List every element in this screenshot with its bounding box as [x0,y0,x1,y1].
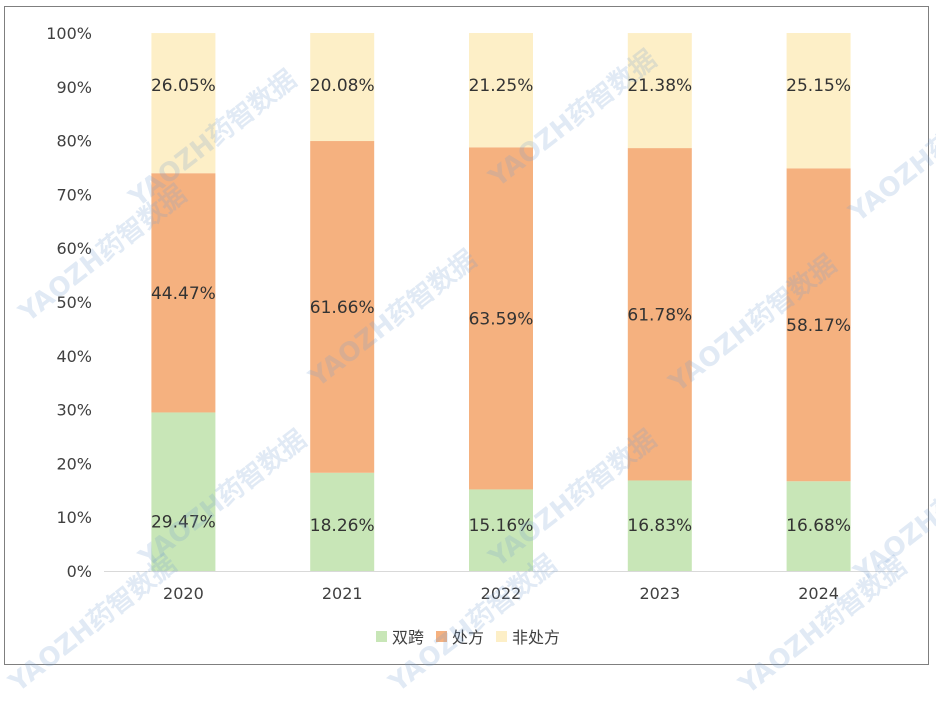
bar-segment-3 [627,33,692,149]
legend-label: 非处方 [512,628,561,647]
bar-segment-1 [310,472,375,571]
data-label: 21.25% [469,76,534,96]
y-tick-label: 50% [56,293,92,312]
bar-segment-3 [310,33,375,142]
y-tick-label: 20% [56,454,92,473]
x-tick-label: 2022 [481,584,522,603]
y-tick-label: 80% [56,132,92,151]
y-tick-label: 90% [56,78,92,97]
bar-segment-3 [151,33,216,174]
y-tick-label: 30% [56,401,92,420]
x-tick-label: 2021 [322,584,363,603]
data-label: 18.26% [310,516,375,536]
data-label: 61.78% [627,305,692,325]
bar-segment-1 [627,480,692,571]
legend-item: 双跨 [375,624,424,648]
legend-swatch [496,630,507,642]
bar-segment-1 [786,481,851,571]
y-tick-label: 40% [56,347,92,366]
data-label: 63.59% [469,309,534,329]
data-label: 29.47% [151,513,216,533]
legend-label: 处方 [451,628,484,647]
legend-item: 非处方 [496,624,560,648]
legend-item: 处方 [435,624,484,648]
data-label: 16.68% [786,516,851,536]
legend-label: 双跨 [391,628,424,647]
y-tick-label: 70% [56,185,92,204]
x-tick-label: 2024 [798,584,839,603]
bar-segment-3 [786,33,851,169]
stacked-bar-chart: 0% 10% 20% 30% 40% 50% 60% 70% 80% 90% 100% 29.47% 4… [46,24,898,603]
data-label: 16.83% [627,516,692,536]
x-tick-label: 2023 [639,584,680,603]
x-tick-label: 2020 [163,584,204,603]
bar-segment-2 [151,173,216,413]
bar-segment-2 [310,141,375,473]
data-label: 25.15% [786,76,851,96]
y-tick-label: 100% [46,24,92,43]
bar-segment-1 [151,412,216,571]
y-tick-label: 60% [56,239,92,258]
data-label: 15.16% [469,516,534,536]
legend-swatch [375,630,387,642]
data-label: 58.17% [786,316,851,336]
bar-segment-2 [469,147,533,490]
legend-swatch [435,630,447,642]
bar-segment-2 [786,168,851,482]
y-tick-label: 0% [67,562,92,581]
bar-segment-2 [627,148,692,481]
legend: 双跨 处方 非处方 [0,624,936,648]
data-label: 20.08% [310,76,375,96]
data-label: 44.47% [151,284,216,304]
data-label: 21.38% [627,76,692,96]
bar-segment-1 [469,489,533,571]
bar-segment-3 [469,33,533,148]
data-label: 61.66% [310,298,375,318]
data-label: 26.05% [151,76,216,96]
y-tick-label: 10% [56,508,92,527]
